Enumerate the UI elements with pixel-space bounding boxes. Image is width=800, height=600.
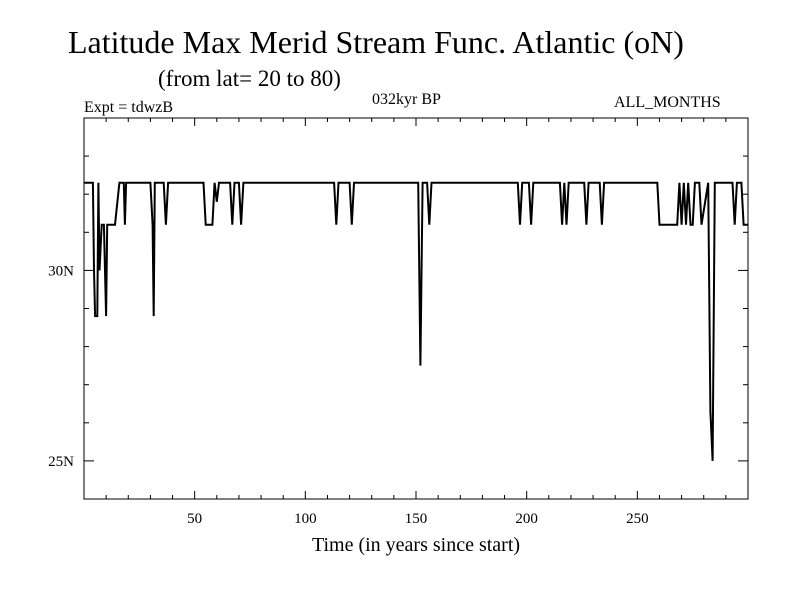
- y-tick-label: 25N: [48, 454, 74, 470]
- months-label: ALL_MONTHS: [614, 94, 721, 111]
- plot-frame: [83, 117, 749, 500]
- tick-labels: 50 100 150 200 250 25N 30N: [48, 263, 648, 527]
- experiment-label: Expt = tdwzB: [84, 99, 174, 116]
- tick-marks: [84, 117, 748, 500]
- period-label: 032kyr BP: [372, 91, 441, 108]
- x-tick-label: 50: [187, 511, 202, 527]
- x-axis-title: Time (in years since start): [312, 534, 520, 556]
- chart-subtitle: (from lat= 20 to 80): [158, 66, 341, 91]
- x-tick-label: 100: [294, 511, 317, 527]
- x-tick-label: 200: [515, 511, 538, 527]
- series-line: [84, 181, 748, 461]
- x-tick-label: 150: [405, 511, 428, 527]
- y-tick-label: 30N: [48, 263, 74, 279]
- chart-title: Latitude Max Merid Stream Func. Atlantic…: [68, 24, 684, 60]
- x-tick-label: 250: [626, 511, 649, 527]
